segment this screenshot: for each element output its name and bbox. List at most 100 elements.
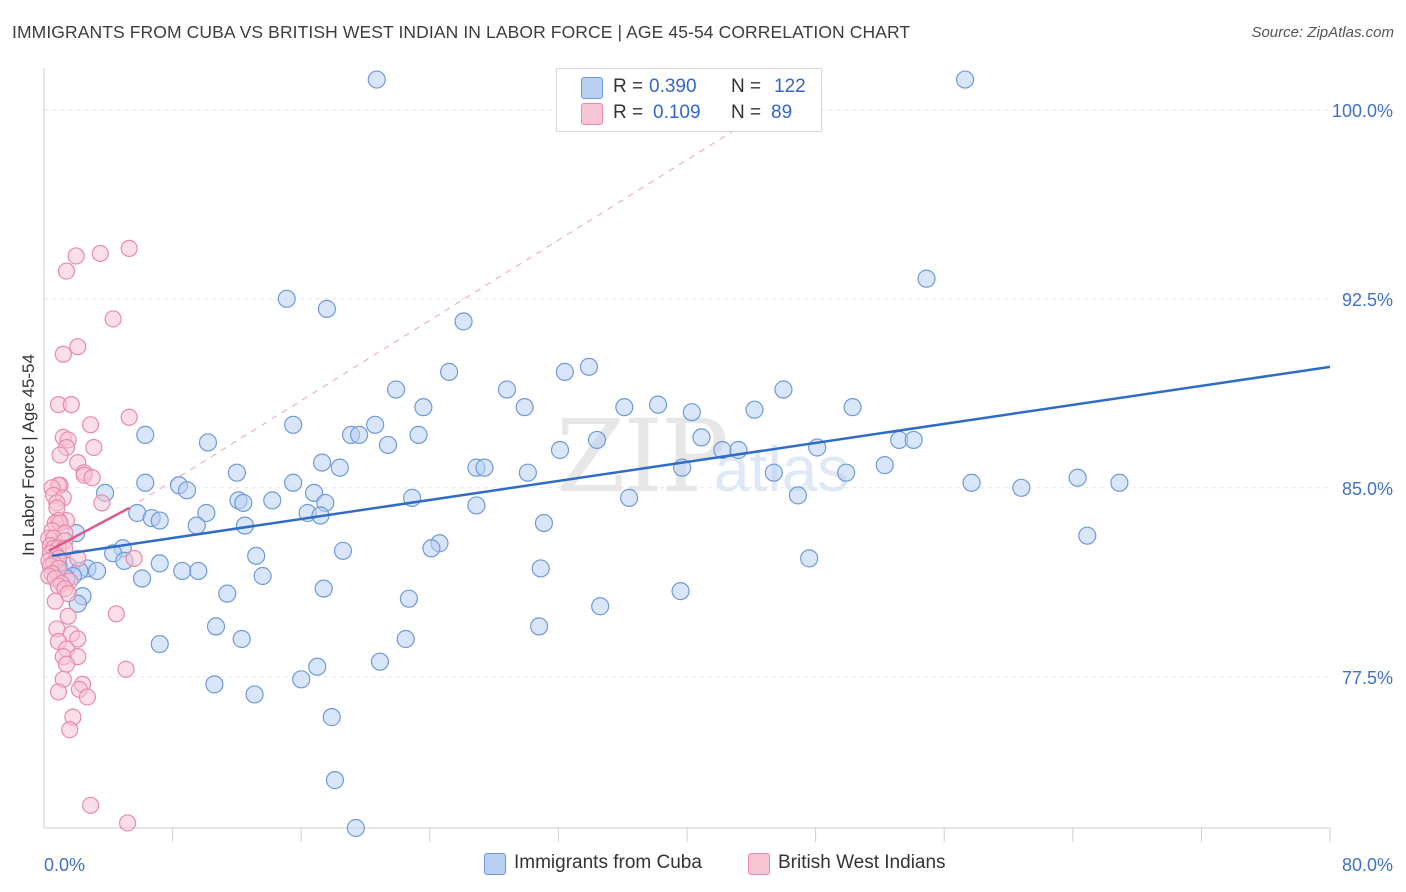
cuba-point (745, 400, 764, 419)
y-tick-label: 100.0% (1332, 101, 1393, 121)
cuba-point (843, 398, 862, 417)
cuba-point (325, 771, 345, 790)
cuba-point (682, 403, 701, 422)
cuba-point (875, 456, 894, 475)
cuba-point (962, 473, 981, 492)
bwi-point (69, 630, 87, 648)
cuba-point (247, 546, 266, 565)
cuba-point (692, 428, 711, 447)
cuba-point (620, 488, 639, 507)
cuba-point (579, 357, 599, 376)
cuba-point (245, 685, 264, 704)
bwi-point (118, 814, 137, 832)
cuba-point (277, 289, 296, 308)
cuba-point (591, 597, 610, 616)
cuba-point (349, 425, 369, 444)
cuba-point (837, 463, 856, 482)
reference-line (128, 79, 816, 509)
cuba-point (615, 398, 634, 417)
bwi-point (59, 585, 77, 603)
cuba-point (330, 458, 349, 477)
cuba-point (467, 496, 486, 515)
cuba-point (370, 652, 390, 671)
n-value: 89 (771, 102, 793, 123)
cuba-point (232, 629, 251, 649)
cuba-point (904, 430, 923, 450)
cuba-point (197, 503, 216, 523)
cuba-point (253, 566, 272, 586)
bwi-point (49, 683, 68, 701)
cuba-point (587, 430, 607, 450)
cuba-point (263, 491, 282, 510)
bwi-point (83, 469, 101, 487)
r-label: R = (613, 76, 644, 97)
stats-legend: R = 0.390 N = 122 R = 0.109 N = 89 (556, 68, 822, 132)
cuba-point (150, 634, 169, 654)
cuba-point (955, 70, 975, 89)
cuba-point (454, 312, 473, 331)
x-tick-label-right: 80.0% (1342, 855, 1393, 875)
cuba-point (173, 561, 192, 581)
bwi-point (62, 396, 80, 414)
cuba-point (671, 582, 690, 601)
cuba-point (346, 818, 365, 838)
cuba-point (555, 362, 574, 381)
cuba-point (713, 440, 732, 460)
legend-label-cuba: Immigrants from Cuba (514, 852, 702, 873)
y-tick-label: 85.0% (1342, 479, 1393, 499)
legend-label-bwi: British West Indians (778, 852, 946, 873)
cuba-point (312, 453, 332, 472)
cuba-point (1110, 473, 1129, 492)
cuba-point (234, 493, 253, 513)
cuba-point (1012, 478, 1031, 497)
bwi-point (57, 655, 76, 673)
cuba-point (378, 435, 398, 455)
bwi-point (82, 416, 100, 434)
cuba-point (87, 561, 107, 581)
cuba-point (366, 415, 385, 434)
cuba-point (177, 481, 197, 500)
cuba-point (314, 579, 333, 598)
x-tick-label-left: 0.0% (44, 855, 85, 875)
cuba-point (189, 561, 208, 581)
cuba-point (150, 554, 169, 573)
cuba-point (386, 380, 406, 399)
watermark-zip: ZIP (556, 398, 728, 515)
cuba-point (917, 269, 936, 288)
cuba-point (531, 559, 550, 578)
bwi-point (125, 549, 143, 567)
cuba-point (136, 425, 155, 444)
cuba-point (227, 463, 246, 482)
y-axis-label: In Labor Force | Age 45-54 (19, 354, 38, 556)
n-label: N = (731, 102, 762, 123)
bwi-point (82, 796, 100, 814)
cuba-point (774, 380, 793, 399)
legend-swatch-cuba (484, 853, 506, 875)
bwi-point (69, 338, 87, 356)
cuba-point (304, 483, 324, 502)
bwi-point (51, 446, 69, 464)
bwi-point (57, 262, 76, 280)
cuba-point (187, 516, 206, 535)
bwi-point (61, 721, 79, 739)
cuba-point (292, 670, 311, 689)
cuba-point (136, 473, 155, 492)
r-value: 0.390 (649, 76, 697, 97)
n-label: N = (731, 76, 762, 97)
cuba-point (1078, 526, 1097, 545)
cuba-point (414, 398, 433, 417)
cuba-point (475, 458, 494, 477)
legend-swatch-cuba (581, 77, 603, 99)
cuba-point (800, 549, 819, 568)
bwi-point (93, 494, 111, 512)
cuba-point (206, 617, 226, 636)
cuba-point (284, 473, 303, 492)
bwi-trend-line (48, 506, 130, 552)
cuba-point (317, 299, 337, 318)
cuba-point (132, 569, 152, 588)
cuba-point (422, 539, 441, 558)
cuba-point (399, 589, 419, 608)
bwi-point (59, 607, 77, 625)
cuba-point (284, 415, 303, 434)
